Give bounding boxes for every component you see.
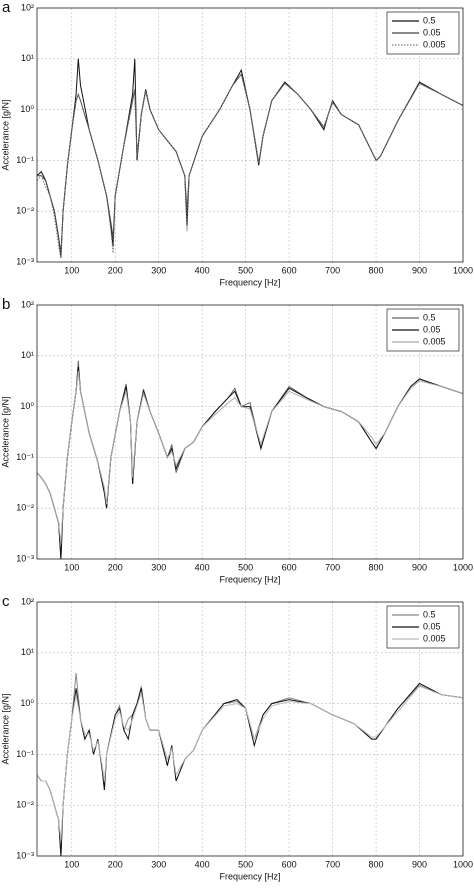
x-tick-label: 700 bbox=[325, 859, 340, 869]
data-line bbox=[36, 371, 464, 544]
x-tick-label: 200 bbox=[108, 859, 123, 869]
x-tick-label: 400 bbox=[195, 562, 210, 572]
x-tick-label: 200 bbox=[108, 562, 123, 572]
x-tick-label: 100 bbox=[64, 265, 79, 275]
legend-label: 0.5 bbox=[423, 609, 436, 619]
y-tick-label: 10⁻² bbox=[16, 503, 34, 513]
plot-frame bbox=[36, 601, 464, 857]
y-tick-label: 10¹ bbox=[21, 53, 34, 63]
x-tick-label: 600 bbox=[282, 859, 297, 869]
x-tick-label: 900 bbox=[412, 265, 427, 275]
y-tick-label: 10⁻¹ bbox=[16, 155, 34, 165]
legend-label: 0.05 bbox=[423, 621, 441, 631]
x-tick-label: 1000 bbox=[453, 859, 473, 869]
y-axis-label: Accelerance [g/N] bbox=[0, 396, 10, 467]
legend-label: 0.5 bbox=[423, 312, 436, 322]
x-tick-label: 500 bbox=[238, 265, 253, 275]
x-tick-label: 1000 bbox=[453, 265, 473, 275]
plot-frame bbox=[36, 304, 464, 560]
x-tick-label: 600 bbox=[282, 265, 297, 275]
x-tick-label: 400 bbox=[195, 859, 210, 869]
legend-label: 0.5 bbox=[423, 15, 436, 25]
x-tick-label: 1000 bbox=[453, 562, 473, 572]
y-tick-label: 10¹ bbox=[21, 647, 34, 657]
panel-label: c bbox=[2, 593, 10, 610]
x-tick-label: 100 bbox=[64, 859, 79, 869]
y-tick-label: 10¹ bbox=[21, 350, 34, 360]
y-tick-label: 10⁻³ bbox=[16, 850, 34, 860]
x-tick-label: 300 bbox=[151, 859, 166, 869]
x-tick-label: 800 bbox=[369, 859, 384, 869]
panel-label: b bbox=[2, 296, 10, 313]
x-tick-label: 400 bbox=[195, 265, 210, 275]
y-tick-label: 10⁻¹ bbox=[16, 452, 34, 462]
y-axis-label: Accelerance [g/N] bbox=[0, 693, 10, 764]
y-tick-label: 10⁰ bbox=[20, 104, 34, 114]
legend-label: 0.005 bbox=[423, 633, 446, 643]
y-tick-label: 10² bbox=[21, 299, 34, 309]
y-tick-label: 10⁰ bbox=[20, 698, 34, 708]
plot-frame bbox=[36, 7, 464, 263]
y-tick-label: 10⁻² bbox=[16, 206, 34, 216]
y-tick-label: 10² bbox=[21, 596, 34, 606]
legend-label: 0.005 bbox=[423, 336, 446, 346]
legend-label: 0.05 bbox=[423, 27, 441, 37]
x-tick-label: 500 bbox=[238, 859, 253, 869]
data-line bbox=[36, 72, 464, 259]
x-tick-label: 600 bbox=[282, 562, 297, 572]
x-axis-label: Frequency [Hz] bbox=[219, 277, 280, 287]
panel-label: a bbox=[2, 0, 11, 16]
x-tick-label: 500 bbox=[238, 562, 253, 572]
x-tick-label: 100 bbox=[64, 562, 79, 572]
x-tick-label: 200 bbox=[108, 265, 123, 275]
x-tick-label: 300 bbox=[151, 265, 166, 275]
x-tick-label: 800 bbox=[369, 265, 384, 275]
y-tick-label: 10⁻² bbox=[16, 800, 34, 810]
x-tick-label: 800 bbox=[369, 562, 384, 572]
y-tick-label: 10⁻³ bbox=[16, 553, 34, 563]
x-tick-label: 900 bbox=[412, 562, 427, 572]
y-tick-label: 10⁻³ bbox=[16, 256, 34, 266]
y-axis-label: Accelerance [g/N] bbox=[0, 99, 10, 170]
data-line bbox=[36, 685, 464, 841]
x-tick-label: 700 bbox=[325, 562, 340, 572]
x-axis-label: Frequency [Hz] bbox=[219, 574, 280, 584]
legend-label: 0.05 bbox=[423, 324, 441, 334]
x-axis-label: Frequency [Hz] bbox=[219, 871, 280, 881]
x-tick-label: 700 bbox=[325, 265, 340, 275]
y-tick-label: 10² bbox=[21, 2, 34, 12]
x-tick-label: 900 bbox=[412, 859, 427, 869]
y-tick-label: 10⁰ bbox=[20, 401, 34, 411]
x-tick-label: 300 bbox=[151, 562, 166, 572]
y-tick-label: 10⁻¹ bbox=[16, 749, 34, 759]
legend-label: 0.005 bbox=[423, 39, 446, 49]
